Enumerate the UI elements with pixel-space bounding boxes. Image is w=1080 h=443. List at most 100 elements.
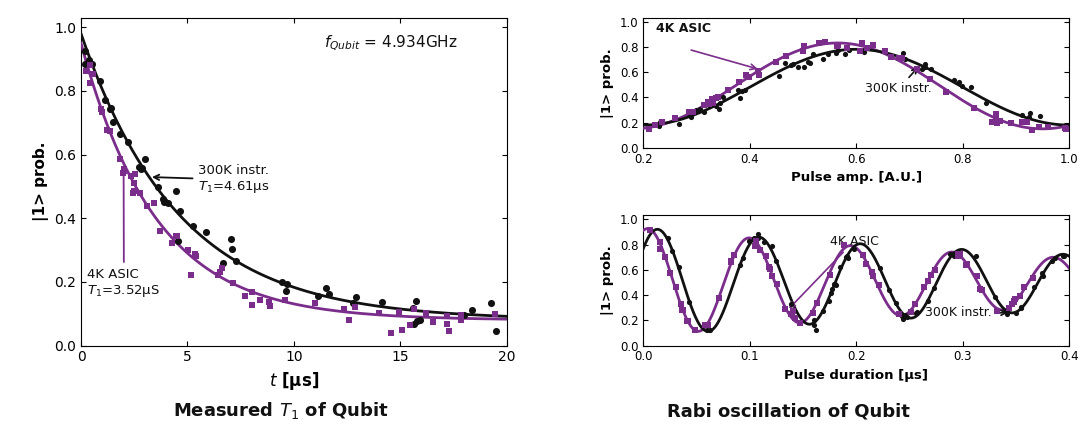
Point <box>671 121 688 128</box>
Point <box>91 78 108 85</box>
Point <box>805 317 822 324</box>
Point <box>822 289 839 296</box>
Point <box>321 291 338 298</box>
Point <box>864 268 881 276</box>
X-axis label: Pulse duration [μs]: Pulse duration [μs] <box>784 369 928 382</box>
Point <box>826 280 843 287</box>
Point <box>958 261 975 268</box>
Point <box>731 262 748 269</box>
Point <box>102 106 119 113</box>
Point <box>125 187 143 194</box>
Point <box>391 308 408 315</box>
Text: 300K instr.: 300K instr. <box>926 307 1005 319</box>
Point <box>987 111 1004 118</box>
Point <box>894 312 912 319</box>
Point <box>887 299 904 306</box>
Point <box>854 40 872 47</box>
Point <box>186 251 203 258</box>
Point <box>679 317 697 324</box>
Point <box>102 127 119 134</box>
Point <box>936 89 954 96</box>
Point <box>691 105 708 112</box>
Point <box>1013 111 1030 118</box>
Point <box>784 60 801 67</box>
Point <box>783 62 800 69</box>
Point <box>741 237 758 244</box>
Text: 300K instr.
$T_1$=4.61μs: 300K instr. $T_1$=4.61μs <box>154 164 270 195</box>
Point <box>131 163 148 171</box>
Point <box>657 253 674 260</box>
Point <box>651 118 669 125</box>
Point <box>405 306 422 313</box>
Point <box>829 46 847 53</box>
Point <box>966 105 983 112</box>
Point <box>915 283 932 290</box>
Point <box>953 82 970 89</box>
Point <box>1021 113 1038 120</box>
Point <box>139 202 157 209</box>
Point <box>111 131 129 138</box>
Point <box>653 118 671 125</box>
Point <box>405 305 422 312</box>
Point <box>805 309 822 316</box>
Point <box>662 269 679 276</box>
Point <box>801 59 819 66</box>
Point <box>84 71 102 78</box>
Point <box>343 299 361 307</box>
Point <box>711 106 728 113</box>
Point <box>816 39 834 46</box>
Text: 4K ASIC
$T_1$=3.52μS: 4K ASIC $T_1$=3.52μS <box>87 168 161 299</box>
Point <box>252 296 269 303</box>
Point <box>738 72 755 79</box>
Point <box>719 86 737 93</box>
Point <box>750 235 767 242</box>
Point <box>747 237 765 245</box>
Point <box>683 113 700 120</box>
Point <box>710 294 727 301</box>
Point <box>731 94 748 101</box>
Point <box>703 95 720 102</box>
Point <box>696 108 713 115</box>
Point <box>761 266 779 273</box>
Point <box>922 66 940 73</box>
Point <box>1005 298 1023 305</box>
Point <box>1043 257 1061 264</box>
Point <box>922 271 940 278</box>
Point <box>750 68 767 75</box>
Point <box>369 309 387 316</box>
Point <box>796 64 813 71</box>
Point <box>921 75 939 82</box>
Point <box>211 268 228 276</box>
Point <box>809 300 826 307</box>
Point <box>276 296 294 303</box>
Point <box>987 293 1004 300</box>
Point <box>1057 125 1075 132</box>
Point <box>767 59 784 66</box>
Point <box>678 318 696 325</box>
Point <box>680 109 698 116</box>
Point <box>1011 292 1028 299</box>
Point <box>687 107 704 114</box>
Point <box>829 41 847 48</box>
Text: Rabi oscillation of Qubit: Rabi oscillation of Qubit <box>667 402 909 420</box>
Point <box>908 309 926 316</box>
Point <box>697 322 714 329</box>
Point <box>712 100 729 107</box>
Point <box>784 307 801 315</box>
Point <box>347 293 364 300</box>
Point <box>222 236 240 243</box>
Point <box>102 104 119 111</box>
Point <box>880 286 897 293</box>
Point <box>214 264 231 272</box>
Point <box>943 250 960 257</box>
Point <box>845 245 862 252</box>
Point <box>1040 124 1057 131</box>
Point <box>828 42 846 49</box>
Point <box>819 51 836 58</box>
Point <box>800 58 818 66</box>
Point <box>825 280 842 288</box>
Point <box>746 234 764 241</box>
Point <box>919 277 936 284</box>
Point <box>685 109 702 116</box>
Point <box>674 307 691 314</box>
